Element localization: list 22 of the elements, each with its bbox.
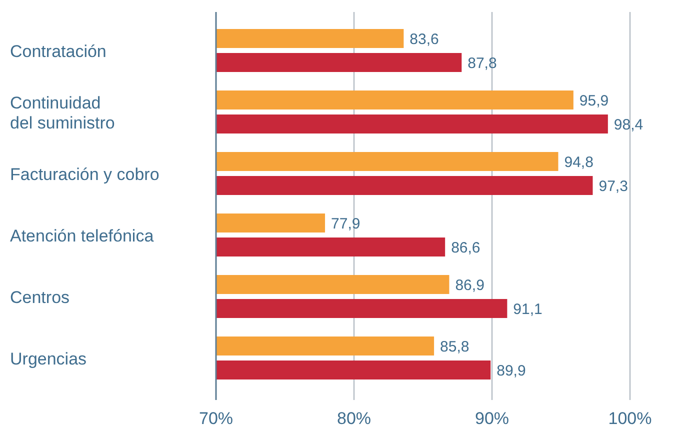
data-label: 85,8: [440, 338, 470, 356]
data-label: 83,6: [410, 30, 439, 48]
data-label: 94,8: [564, 154, 594, 171]
data-label: 89,9: [496, 362, 526, 380]
data-label: 77,9: [331, 215, 360, 232]
data-label: 91,1: [513, 300, 542, 318]
data-label: 86,9: [455, 276, 484, 294]
y-tick-label: Facturación y cobro: [10, 164, 160, 184]
y-tick-label: Urgencias: [10, 348, 87, 368]
x-tick-label: 70%: [198, 409, 234, 428]
y-tick-label: Continuidad del suministro: [10, 92, 115, 132]
data-label: 87,8: [468, 54, 497, 72]
data-label: 97,3: [598, 178, 628, 195]
x-tick-label: 90%: [474, 409, 510, 428]
y-tick-label: Atención telefónica: [10, 226, 154, 245]
data-label: 98,4: [614, 116, 644, 134]
y-tick-label: Contratación: [10, 41, 106, 60]
data-label: 86,6: [451, 239, 480, 256]
x-tick-label: 80%: [336, 409, 372, 428]
data-label: 95,9: [579, 92, 609, 110]
y-tick-label: Centros: [10, 287, 70, 306]
x-tick-label: 100%: [608, 409, 652, 428]
